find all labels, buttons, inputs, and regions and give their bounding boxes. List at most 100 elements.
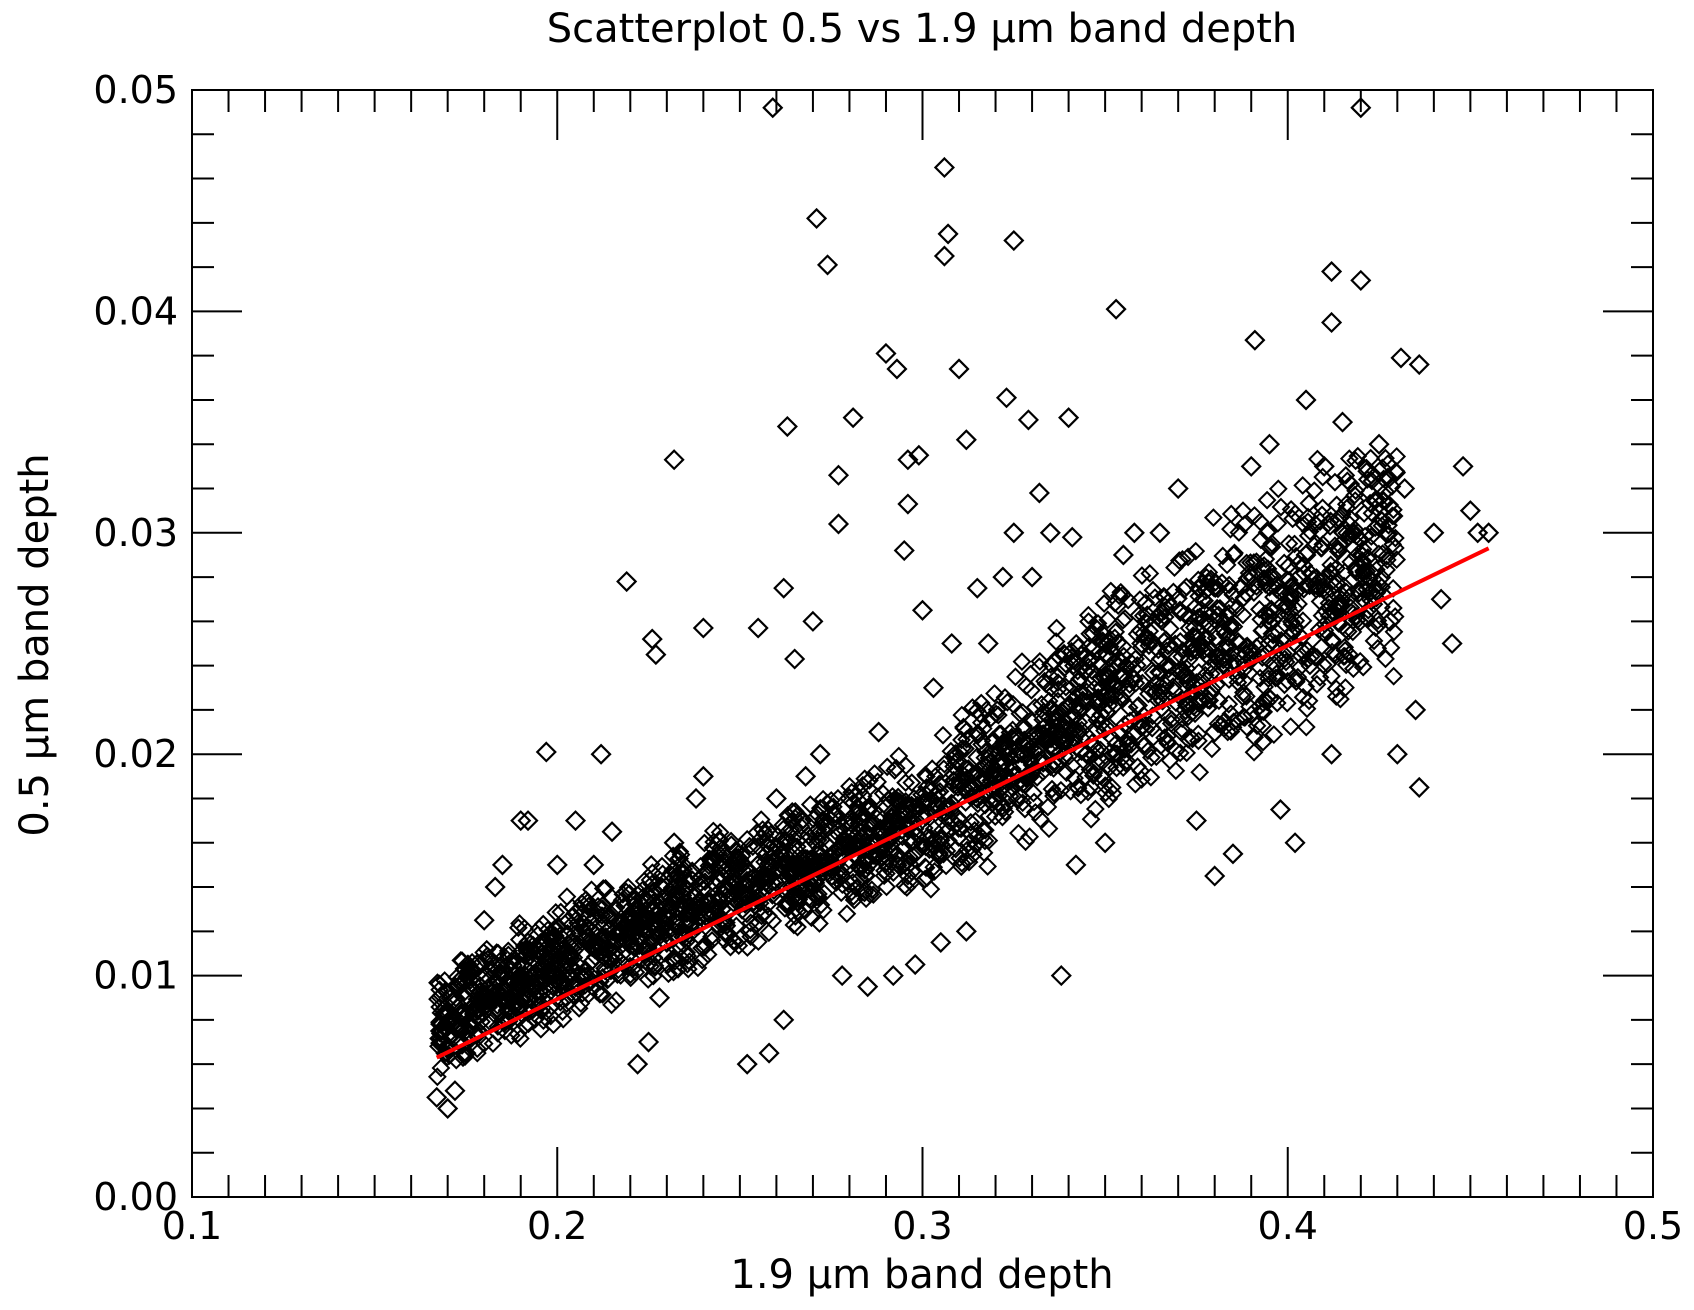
scatter-point bbox=[688, 908, 708, 928]
scatter-point bbox=[1118, 729, 1138, 749]
scatter-point bbox=[437, 1097, 459, 1119]
scatter-point bbox=[1013, 703, 1033, 722]
scatter-point bbox=[1281, 584, 1301, 604]
scatter-point bbox=[842, 407, 864, 429]
scatter-point bbox=[523, 977, 543, 996]
scatter-point bbox=[1255, 690, 1275, 710]
scatter-point bbox=[1321, 511, 1341, 531]
scatter-point bbox=[461, 1015, 481, 1035]
chart-title: Scatterplot 0.5 vs 1.9 µm band depth bbox=[547, 6, 1298, 52]
scatter-point bbox=[694, 833, 714, 853]
scatter-point bbox=[1233, 687, 1253, 706]
scatter-point bbox=[1208, 714, 1228, 734]
scatter-point bbox=[623, 889, 643, 909]
scatter-point bbox=[1307, 568, 1326, 587]
scatter-point bbox=[773, 1009, 795, 1031]
scatter-point bbox=[692, 950, 712, 970]
scatter-point bbox=[698, 945, 718, 964]
scatter-point bbox=[1258, 568, 1277, 588]
scatter-point bbox=[437, 1038, 457, 1058]
x-tick-label: 0.3 bbox=[892, 1204, 952, 1248]
scatter-point bbox=[451, 950, 471, 970]
scatter-point bbox=[1345, 559, 1365, 578]
scatter-point bbox=[1290, 658, 1310, 678]
scatter-point bbox=[977, 700, 996, 720]
scatter-point bbox=[715, 930, 734, 950]
scatter-point bbox=[1328, 512, 1348, 532]
scatter-point bbox=[1452, 455, 1474, 477]
scatter-point bbox=[827, 464, 850, 486]
scatter-point bbox=[1253, 732, 1273, 752]
scatter-point bbox=[473, 909, 495, 931]
scatter-point bbox=[663, 860, 683, 880]
scatter-point bbox=[1215, 648, 1234, 668]
scatter-point bbox=[813, 789, 833, 809]
scatter-point bbox=[979, 748, 999, 768]
scatter-point bbox=[479, 948, 499, 968]
scatter-point bbox=[971, 693, 991, 713]
scatter-point bbox=[978, 857, 998, 876]
scatter-point bbox=[1247, 716, 1267, 736]
scatter-point bbox=[1145, 588, 1165, 608]
scatter-point bbox=[911, 832, 934, 854]
scatter-point bbox=[1357, 579, 1377, 599]
scatter-point bbox=[753, 820, 773, 840]
scatter-point bbox=[933, 820, 952, 840]
dense-point-cloud bbox=[427, 446, 1407, 1087]
scatter-point bbox=[1219, 575, 1239, 595]
scatter-point bbox=[1357, 458, 1376, 478]
scatter-point bbox=[1136, 593, 1156, 613]
scatter-point bbox=[1198, 647, 1218, 667]
scatter-point bbox=[1258, 686, 1278, 706]
scatter-point bbox=[874, 866, 894, 886]
scatter-point bbox=[1149, 522, 1171, 544]
scatter-point bbox=[1073, 690, 1093, 710]
scatter-point bbox=[810, 839, 830, 859]
scatter-point bbox=[1096, 783, 1116, 803]
scatter-point bbox=[1328, 542, 1348, 561]
scatter-point bbox=[1390, 347, 1412, 369]
scatter-point bbox=[541, 1006, 561, 1026]
scatter-point bbox=[578, 892, 598, 912]
scatter-point bbox=[1343, 659, 1363, 679]
scatter-point bbox=[1028, 482, 1050, 504]
scatter-point bbox=[864, 801, 884, 821]
scatter-point bbox=[1105, 743, 1125, 763]
scatter-point bbox=[601, 942, 623, 965]
scatter-point bbox=[795, 765, 817, 787]
scatter-point bbox=[444, 1080, 466, 1102]
scatter-point bbox=[985, 766, 1005, 786]
scatter-point bbox=[1056, 711, 1075, 731]
scatter-point bbox=[1082, 661, 1102, 681]
scatter-point bbox=[1189, 731, 1208, 751]
scatter-point bbox=[1154, 684, 1174, 703]
scatter-point bbox=[1162, 710, 1182, 730]
scatter-point bbox=[1295, 389, 1317, 411]
scatter-point bbox=[1154, 715, 1174, 735]
scatter-point bbox=[490, 956, 510, 976]
scatter-point bbox=[796, 848, 816, 868]
scatter-point bbox=[1293, 476, 1313, 495]
scatter-point bbox=[882, 965, 904, 987]
scatter-point bbox=[658, 955, 678, 975]
y-tick-label: 0.00 bbox=[93, 1175, 178, 1219]
scatter-point bbox=[1394, 477, 1416, 500]
scatter-point bbox=[1126, 673, 1146, 693]
scatter-point bbox=[1045, 724, 1065, 744]
fit-line bbox=[435, 546, 1490, 1060]
scatter-point bbox=[740, 873, 760, 893]
scatter-point bbox=[1167, 477, 1189, 500]
scatter-point bbox=[995, 743, 1015, 763]
scatter-point bbox=[784, 648, 806, 670]
scatter-point bbox=[1113, 610, 1133, 630]
scatter-point bbox=[1177, 743, 1197, 763]
scatter-point bbox=[454, 983, 474, 1002]
scatter-point bbox=[741, 913, 761, 933]
scatter-point bbox=[529, 919, 549, 938]
scatter-point bbox=[1045, 652, 1065, 672]
scatter-point bbox=[1176, 696, 1196, 715]
scatter-point bbox=[553, 943, 573, 963]
scatter-point bbox=[997, 692, 1017, 712]
scatter-point bbox=[557, 887, 577, 907]
scatter-point bbox=[1025, 803, 1045, 822]
